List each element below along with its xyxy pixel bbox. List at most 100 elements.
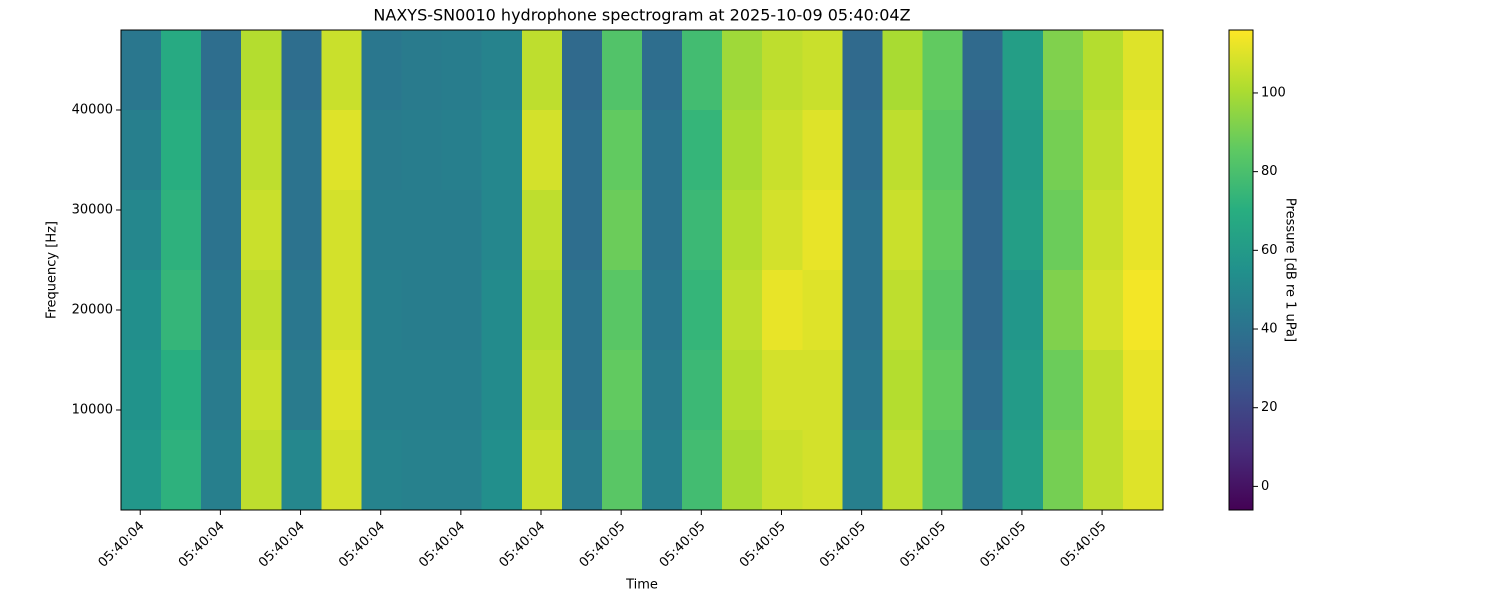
cell <box>321 350 362 431</box>
cell <box>882 30 924 111</box>
cell <box>802 270 843 351</box>
cell <box>842 190 883 271</box>
cell <box>321 110 362 191</box>
cell <box>601 430 643 511</box>
cell <box>802 190 843 271</box>
cell <box>241 190 282 271</box>
cell <box>201 270 242 351</box>
cell <box>321 270 362 351</box>
cell <box>281 350 322 431</box>
cell <box>601 350 643 431</box>
cell <box>441 110 483 191</box>
cell <box>521 350 563 431</box>
cell <box>401 30 443 111</box>
cell <box>722 430 763 511</box>
cell <box>1122 190 1164 271</box>
colorbar-tick-label: 80 <box>1261 164 1278 179</box>
cell <box>521 270 563 351</box>
cell <box>401 350 443 431</box>
cell <box>401 430 443 511</box>
cell <box>441 430 483 511</box>
cell <box>1042 270 1084 351</box>
cell <box>722 190 763 271</box>
cell <box>1082 190 1124 271</box>
cell <box>1122 30 1164 111</box>
cell <box>401 110 443 191</box>
cell <box>201 190 242 271</box>
cell <box>762 430 803 511</box>
cell <box>642 30 683 111</box>
cell <box>601 110 643 191</box>
cell <box>1002 30 1044 111</box>
cell <box>161 350 202 431</box>
cell <box>521 110 563 191</box>
cell <box>321 190 362 271</box>
chart-title: NAXYS-SN0010 hydrophone spectrogram at 2… <box>373 6 910 25</box>
cell <box>561 110 603 191</box>
cell <box>762 270 803 351</box>
cell <box>601 30 643 111</box>
cell <box>361 190 403 271</box>
cell <box>281 110 322 191</box>
cell <box>481 350 523 431</box>
cell <box>842 430 883 511</box>
cell <box>922 430 964 511</box>
cell <box>922 270 964 351</box>
cell <box>802 430 843 511</box>
cell <box>201 350 242 431</box>
cell <box>241 110 282 191</box>
cell <box>121 350 162 431</box>
cell <box>241 430 282 511</box>
x-tick-label: 05:40:04 <box>176 519 228 571</box>
cell <box>481 270 523 351</box>
x-tick-label: 05:40:05 <box>977 519 1029 571</box>
cell <box>481 110 523 191</box>
cell <box>241 350 282 431</box>
cell <box>642 350 683 431</box>
cell <box>361 270 403 351</box>
x-tick-label: 05:40:05 <box>577 519 629 571</box>
cell <box>521 30 563 111</box>
cell <box>561 270 603 351</box>
cell <box>1082 30 1124 111</box>
colorbar-tick-label: 20 <box>1261 400 1278 415</box>
cell <box>642 190 683 271</box>
cell <box>121 430 162 511</box>
y-tick-label: 10000 <box>72 403 113 418</box>
y-axis-label: Frequency [Hz] <box>45 221 60 319</box>
cell <box>682 270 723 351</box>
cell <box>842 30 883 111</box>
x-tick-label: 05:40:05 <box>1057 519 1109 571</box>
cell <box>642 110 683 191</box>
cell <box>361 110 403 191</box>
cell <box>601 190 643 271</box>
cell <box>962 270 1004 351</box>
x-tick-label: 05:40:05 <box>657 519 709 571</box>
cell <box>321 430 362 511</box>
cell <box>1042 30 1084 111</box>
cell <box>1122 110 1164 191</box>
cell <box>1122 350 1164 431</box>
cell <box>842 270 883 351</box>
cell <box>561 430 603 511</box>
cell <box>201 30 242 111</box>
cell <box>1002 350 1044 431</box>
colorbar-label: Pressure [dB re 1 uPa] <box>1283 198 1298 342</box>
cell <box>1122 430 1164 511</box>
cell <box>521 430 563 511</box>
cell <box>121 30 162 111</box>
cell <box>882 190 924 271</box>
cell <box>802 110 843 191</box>
y-tick-label: 20000 <box>72 303 113 318</box>
cell <box>722 110 763 191</box>
cell <box>441 350 483 431</box>
x-tick-label: 05:40:05 <box>897 519 949 571</box>
cell <box>802 30 843 111</box>
cell <box>1002 430 1044 511</box>
cell <box>361 350 403 431</box>
cell <box>1002 110 1044 191</box>
x-axis-label: Time <box>625 578 658 593</box>
cell <box>962 350 1004 431</box>
cell <box>1082 350 1124 431</box>
cell <box>922 110 964 191</box>
